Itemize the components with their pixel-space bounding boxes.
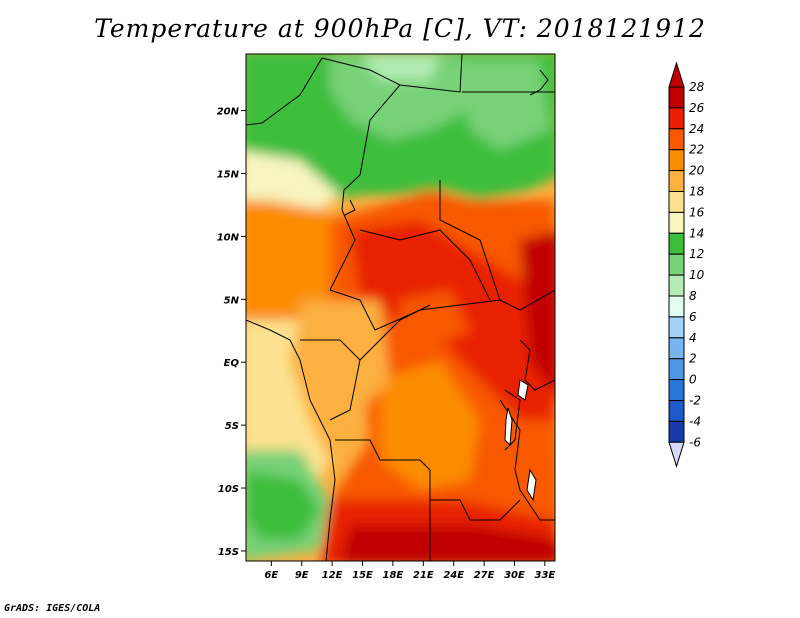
colorbar-label: 10 — [689, 268, 705, 282]
colorbar-segment — [668, 295, 685, 318]
lat-tick-label: 15N — [217, 170, 240, 181]
colorbar-segment — [668, 379, 685, 402]
colorbar-segment — [668, 232, 685, 255]
lat-tick-label: 10N — [217, 232, 240, 243]
lon-tick-label: 6E — [264, 570, 278, 581]
colorbar-segment — [668, 274, 685, 297]
temperature-field — [246, 54, 555, 561]
colorbar-segment — [668, 211, 685, 234]
lon-tick-label: 9E — [295, 570, 309, 581]
lakes — [504, 379, 537, 502]
lon-tick-label: 33E — [534, 570, 555, 581]
colorbar-label: 14 — [689, 226, 704, 240]
lat-tick-label: 20N — [217, 107, 240, 118]
colorbar-label: 4 — [689, 331, 697, 345]
latitude-axis: 20N 15N 10N 5N EQ 5S 10S 15S — [217, 107, 246, 558]
lat-tick-label: 5S — [225, 421, 239, 432]
colorbar-segment — [668, 170, 685, 193]
colorbar-segment — [668, 420, 685, 443]
colorbar-label: 22 — [689, 143, 704, 157]
lon-tick-label: 24E — [443, 570, 464, 581]
colorbar-segment — [668, 316, 685, 339]
lat-tick-label: 10S — [218, 484, 239, 495]
colorbar-segment — [668, 191, 685, 213]
colorbar-label: 24 — [689, 122, 704, 136]
colorbar-segment — [668, 253, 685, 276]
lon-tick-label: 21E — [413, 570, 434, 581]
colorbar-label: 6 — [689, 310, 697, 324]
credit-label: GrADS: IGES/COLA — [4, 603, 101, 614]
lon-tick-label: 15E — [352, 570, 373, 581]
lat-tick-label: EQ — [224, 358, 240, 369]
colorbar-segment — [668, 128, 685, 151]
colorbar-label: 28 — [689, 80, 705, 94]
colorbar-bottom-arrow — [668, 441, 685, 468]
colorbar-segment — [668, 86, 685, 109]
lon-tick-label: 12E — [322, 570, 343, 581]
country-borders — [246, 54, 555, 561]
colorbar-label: 26 — [689, 101, 705, 115]
colorbar-label: 2 — [689, 352, 697, 366]
colorbar-label: 12 — [689, 247, 704, 261]
map-title: Temperature at 900hPa [C], VT: 201812191… — [94, 14, 706, 43]
colorbar-segment — [668, 107, 685, 130]
colorbar-label: 20 — [689, 164, 705, 178]
lon-tick-label: 18E — [383, 570, 404, 581]
colorbar-segment — [668, 149, 685, 172]
colorbar-segment — [668, 358, 685, 381]
colorbar-segment — [668, 400, 685, 422]
longitude-axis: 6E 9E 12E 15E 18E 21E 24E 27E 30E 33E — [264, 561, 555, 581]
colorbar-segment — [668, 337, 685, 360]
colorbar-label: -2 — [689, 394, 701, 408]
colorbar-label: 0 — [689, 373, 697, 387]
colorbar-label: -6 — [689, 435, 701, 449]
colorbar-top-arrow — [668, 61, 685, 88]
lon-tick-label: 27E — [474, 570, 495, 581]
lat-tick-label: 15S — [218, 547, 239, 558]
colorbar-label: 16 — [689, 205, 705, 219]
colorbar-label: 8 — [689, 289, 697, 303]
map-frame — [245, 53, 556, 562]
colorbar-label: 18 — [689, 185, 705, 199]
lat-tick-label: 5N — [224, 295, 240, 306]
colorbar-label: -4 — [689, 414, 701, 428]
lon-tick-label: 30E — [504, 570, 525, 581]
